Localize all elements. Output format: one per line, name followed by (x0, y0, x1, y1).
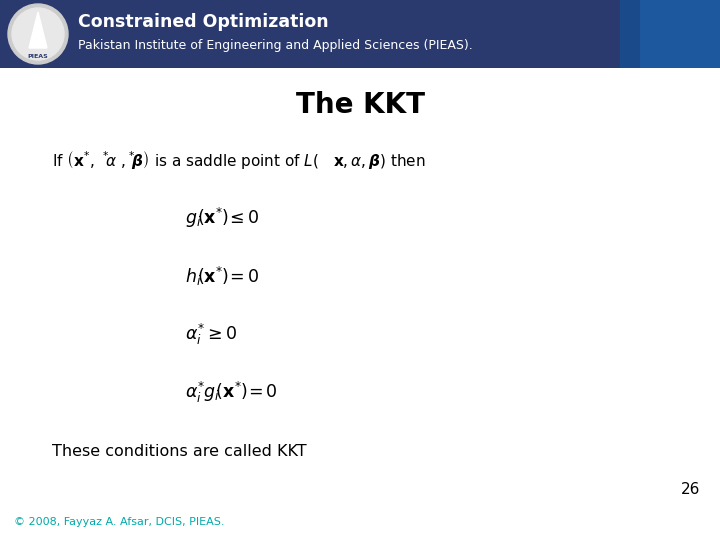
Text: 26: 26 (680, 483, 700, 497)
Circle shape (12, 8, 64, 60)
Text: If $\left(\mathbf{x}^{*},\ ^{*}\!\alpha\ ,^{*}\!\boldsymbol{\beta}\right)$ is a : If $\left(\mathbf{x}^{*},\ ^{*}\!\alpha\… (52, 149, 426, 171)
Text: $g_{i}\!\left(\mathbf{x}^{*}\right)\!\leq 0$: $g_{i}\!\left(\mathbf{x}^{*}\right)\!\le… (185, 206, 259, 230)
Text: PIEAS: PIEAS (27, 53, 48, 58)
Text: These conditions are called KKT: These conditions are called KKT (52, 444, 307, 460)
Text: $h_{i}\!\left(\mathbf{x}^{*}\right)\!=0$: $h_{i}\!\left(\mathbf{x}^{*}\right)\!=0$ (185, 265, 259, 287)
Polygon shape (29, 12, 47, 48)
Bar (0, 0, 720, 68)
Text: Pakistan Institute of Engineering and Applied Sciences (PIEAS).: Pakistan Institute of Engineering and Ap… (78, 39, 473, 52)
Text: © 2008, Fayyaz A. Afsar, DCIS, PIEAS.: © 2008, Fayyaz A. Afsar, DCIS, PIEAS. (14, 517, 225, 527)
Bar (620, 0, 720, 68)
Circle shape (8, 4, 68, 64)
Text: The KKT: The KKT (295, 91, 425, 119)
Text: Constrained Optimization: Constrained Optimization (78, 13, 328, 31)
Bar (640, 0, 720, 68)
Text: $\alpha_{i}^{*}g_{i}\!\left(\mathbf{x}^{*}\right)\!=0$: $\alpha_{i}^{*}g_{i}\!\left(\mathbf{x}^{… (185, 380, 278, 404)
Text: $\alpha_{i}^{*}\geq 0$: $\alpha_{i}^{*}\geq 0$ (185, 321, 237, 347)
